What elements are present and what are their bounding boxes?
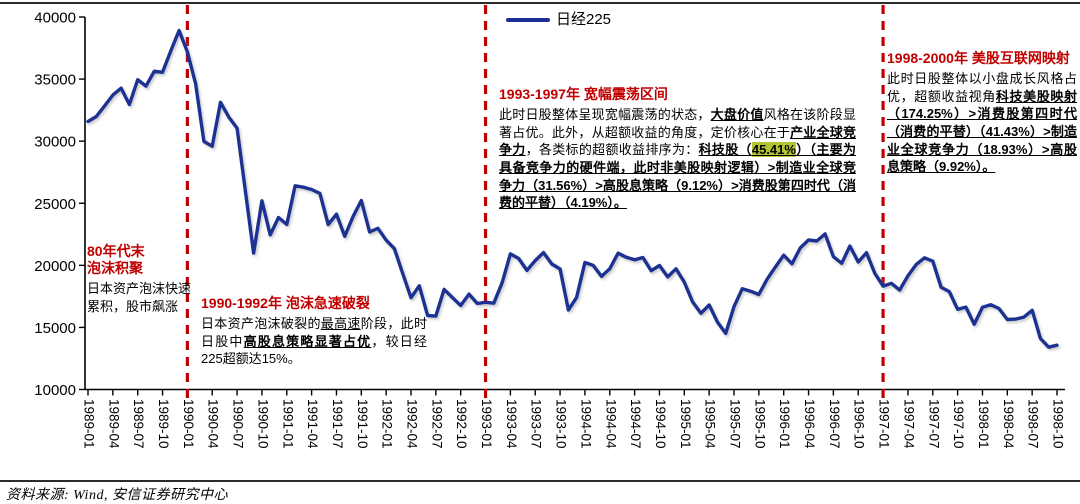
x-tick-label: 1997-04	[901, 399, 916, 449]
x-tick-label: 1995-10	[752, 399, 767, 449]
y-tick-label: 40000	[34, 10, 76, 27]
x-tick-label: 1990-01	[181, 399, 196, 449]
text-segment: 日本资产泡沫快速累积，股市飙涨	[87, 281, 192, 314]
annotation-1998-2000-internet: 1998-2000年 美股互联网映射 此时日股整体以小盘成长风格占优，超额收益视…	[887, 50, 1077, 176]
text-segment: 科技股（	[698, 142, 752, 158]
x-tick-label: 1992-10	[454, 399, 469, 449]
x-tick-label: 1998-04	[1001, 399, 1016, 449]
x-tick-label: 1989-10	[156, 399, 171, 449]
text-segment: 科技美股映射（174.25%）>消费股第四时代（消费的平替）（41.43%）>制…	[887, 88, 1077, 175]
y-tick-label: 10000	[34, 382, 76, 399]
y-tick-label: 35000	[34, 72, 76, 89]
x-tick-label: 1996-07	[827, 399, 842, 449]
text-segment: ，较日经225超额达15%。	[201, 333, 427, 367]
text-segment: 最高速	[320, 316, 361, 332]
x-tick-label: 1990-07	[231, 399, 246, 449]
x-tick-label: 1996-04	[802, 399, 817, 449]
text-segment: 产业全球竞争力	[499, 124, 856, 158]
x-tick-label: 1997-01	[877, 399, 892, 449]
x-tick-label: 1998-07	[1026, 399, 1041, 449]
x-tick-label: 1994-10	[653, 399, 668, 449]
x-tick-label: 1989-01	[82, 399, 97, 449]
annotation-1990-1992-burst: 1990-1992年 泡沫急速破裂 日本资产泡沫破裂的最高速阶段，此时日股中高股…	[201, 295, 427, 368]
x-tick-label: 1993-07	[529, 399, 544, 449]
x-tick-label: 1991-01	[280, 399, 295, 449]
legend-line-sample	[506, 17, 550, 22]
legend-label: 日经225	[556, 11, 612, 28]
text-segment: 此时日股整体以小盘成长风格占优，超额收益视角	[887, 71, 1077, 104]
x-axis: 1989-01 1989-04 1989-07 1989-10 1990-01 1990-…	[82, 388, 1066, 449]
x-tick-label: 1996-10	[852, 399, 867, 449]
text-segment: 高股息策略显著占优	[243, 333, 372, 349]
x-tick-label: 1998-10	[1051, 399, 1066, 449]
annotation-1993-1997-range: 1993-1997年 宽幅震荡区间 此时日股整体呈现宽幅震荡的状态，大盘价值风格…	[499, 86, 856, 212]
text-segment: 大盘价值	[710, 107, 764, 123]
text-segment: 风格在该阶段显著占优。此外，从超额收益的角度，定价核心在于	[499, 107, 856, 140]
x-tick-label: 1993-10	[554, 399, 569, 449]
event-vlines	[185, 5, 885, 401]
x-tick-label: 1994-04	[603, 399, 618, 449]
annotation-1993-1997-range-title: 1993-1997年 宽幅震荡区间	[499, 86, 668, 102]
x-tick-label: 1989-04	[106, 399, 121, 449]
text-segment: 此时日股整体呈现宽幅震荡的状态，	[499, 107, 711, 123]
x-tick-label: 1997-07	[926, 399, 941, 449]
text-segment: ，各类标的超额收益排序为：	[525, 142, 699, 158]
x-tick-label: 1994-01	[578, 399, 593, 449]
source-note: 资料来源: Wind, 安信证券研究中心	[6, 488, 228, 503]
annotation-1990-1992-burst-title: 1990-1992年 泡沫急速破裂	[201, 295, 370, 311]
text-segment: ）（主要为具备竞争力的硬件端，此时非美股映射逻辑）>制造业全球竞争力（31.56…	[499, 142, 856, 211]
x-tick-label: 1995-04	[703, 399, 718, 449]
x-tick-label: 1995-01	[678, 399, 693, 449]
x-tick-label: 1991-10	[355, 399, 370, 449]
y-axis: 10000 15000 20000 25000 30000 35000 40000	[34, 10, 86, 399]
x-tick-label: 1993-04	[504, 399, 519, 449]
bottom-rule	[0, 480, 1080, 482]
text-segment: 阶段，此时日股中	[201, 316, 427, 349]
x-tick-label: 1992-07	[429, 399, 444, 449]
legend: 日经225	[502, 10, 616, 29]
y-tick-label: 15000	[34, 320, 76, 337]
x-tick-label: 1990-10	[255, 399, 270, 449]
x-tick-label: 1989-07	[131, 399, 146, 449]
price-line	[86, 28, 1059, 349]
x-tick-label: 1992-01	[380, 399, 395, 449]
top-rule	[0, 2, 1080, 4]
x-tick-label: 1991-07	[330, 399, 345, 449]
y-tick-label: 20000	[34, 258, 76, 275]
x-tick-label: 1995-07	[728, 399, 743, 449]
x-tick-label: 1990-04	[206, 399, 221, 449]
annotation-1980s-bubble: 80年代末 泡沫积聚 日本资产泡沫快速累积，股市飙涨	[87, 243, 191, 316]
text-segment: 日本资产泡沫破裂的	[201, 316, 321, 332]
x-tick-label: 1992-04	[405, 399, 420, 449]
nikkei-price-line	[86, 28, 1059, 349]
annotation-1998-2000-internet-title: 1998-2000年 美股互联网映射	[887, 50, 1070, 66]
y-tick-label: 25000	[34, 196, 76, 213]
y-tick-label: 30000	[34, 134, 76, 151]
annotation-1990-1992-burst-body: 日本资产泡沫破裂的最高速阶段，此时日股中高股息策略显著占优，较日经225超额达1…	[201, 315, 427, 368]
x-tick-label: 1998-01	[976, 399, 991, 449]
x-tick-label: 1997-10	[951, 399, 966, 449]
annotation-1980s-bubble-title: 80年代末 泡沫积聚	[87, 243, 145, 277]
text-segment: 45.41%	[751, 142, 796, 158]
annotation-1980s-bubble-body: 日本资产泡沫快速累积，股市飙涨	[87, 280, 191, 315]
annotation-1998-2000-internet-body: 此时日股整体以小盘成长风格占优，超额收益视角科技美股映射（174.25%）>消费…	[887, 70, 1077, 176]
x-tick-label: 1991-04	[305, 399, 320, 449]
annotation-1993-1997-range-body: 此时日股整体呈现宽幅震荡的状态，大盘价值风格在该阶段显著占优。此外，从超额收益的…	[499, 106, 856, 212]
x-tick-label: 1993-01	[479, 399, 494, 449]
x-tick-label: 1994-07	[628, 399, 643, 449]
x-tick-label: 1996-01	[777, 399, 792, 449]
